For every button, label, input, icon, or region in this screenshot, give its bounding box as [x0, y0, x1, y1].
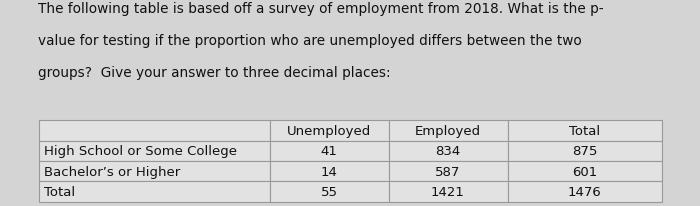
Bar — [38, 141, 270, 161]
Bar — [389, 161, 508, 181]
Text: value for testing if the proportion who are unemployed differs between the two: value for testing if the proportion who … — [38, 34, 582, 48]
Bar — [508, 121, 662, 141]
Text: 1476: 1476 — [568, 185, 601, 198]
Bar — [38, 121, 270, 141]
Text: 41: 41 — [321, 145, 337, 158]
Bar — [389, 141, 508, 161]
Bar — [38, 181, 270, 202]
Bar — [270, 181, 388, 202]
Text: 1421: 1421 — [431, 185, 465, 198]
Text: 14: 14 — [321, 165, 337, 178]
Text: Total: Total — [44, 185, 75, 198]
Bar — [270, 161, 388, 181]
Bar — [270, 121, 388, 141]
Bar — [38, 161, 270, 181]
Bar — [270, 141, 388, 161]
Text: Total: Total — [569, 124, 600, 137]
Bar — [389, 181, 508, 202]
Text: 587: 587 — [435, 165, 461, 178]
Text: Bachelor’s or Higher: Bachelor’s or Higher — [44, 165, 181, 178]
Text: 834: 834 — [435, 145, 461, 158]
Text: High School or Some College: High School or Some College — [44, 145, 237, 158]
Bar — [508, 181, 662, 202]
Text: Employed: Employed — [415, 124, 481, 137]
Bar — [508, 141, 662, 161]
Bar — [389, 121, 508, 141]
Text: 601: 601 — [572, 165, 597, 178]
Text: Unemployed: Unemployed — [287, 124, 371, 137]
Bar — [508, 161, 662, 181]
Text: groups?  Give your answer to three decimal places:: groups? Give your answer to three decima… — [38, 66, 391, 80]
Text: The following table is based off a survey of employment from 2018. What is the p: The following table is based off a surve… — [38, 2, 604, 16]
Text: 55: 55 — [321, 185, 337, 198]
Text: 875: 875 — [572, 145, 597, 158]
